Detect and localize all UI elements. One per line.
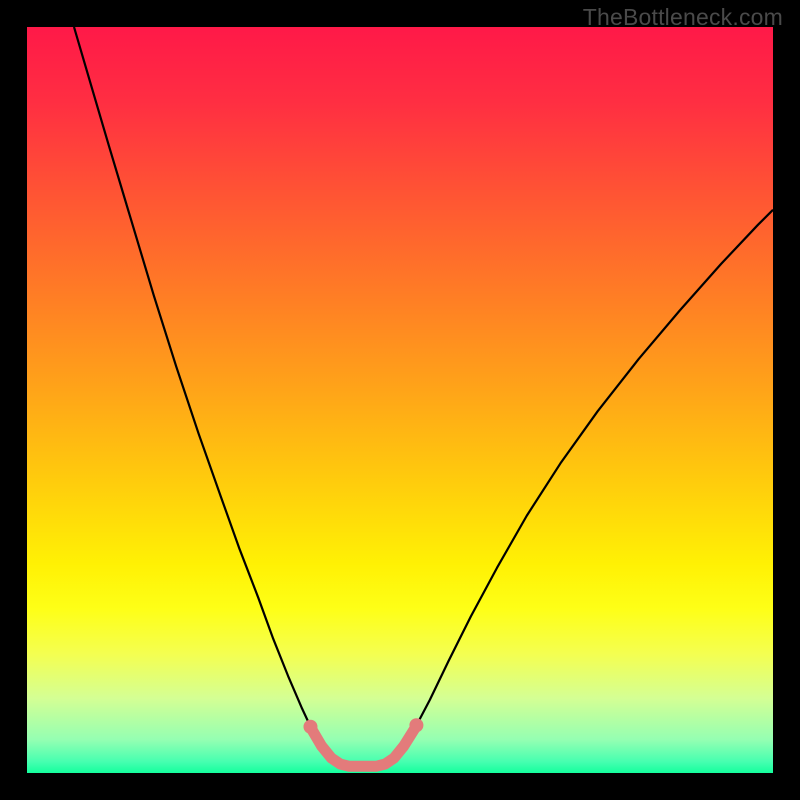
watermark-text: TheBottleneck.com xyxy=(583,4,783,31)
optimal-range-endpoint xyxy=(303,720,317,734)
bottleneck-curve-chart xyxy=(27,27,773,773)
gradient-background xyxy=(27,27,773,773)
chart-frame: TheBottleneck.com xyxy=(0,0,800,800)
optimal-range-endpoint xyxy=(409,718,423,732)
plot-area xyxy=(27,27,773,773)
